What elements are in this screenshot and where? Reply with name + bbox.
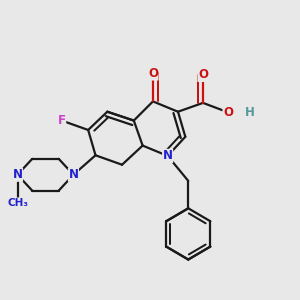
Text: CH₃: CH₃ (7, 198, 28, 208)
Text: N: N (163, 149, 173, 162)
Text: N: N (68, 168, 78, 181)
Text: H: H (245, 106, 255, 119)
Text: F: F (58, 114, 66, 127)
Text: O: O (198, 68, 208, 81)
Text: O: O (223, 106, 233, 119)
Text: O: O (148, 67, 158, 80)
Text: N: N (13, 168, 22, 181)
